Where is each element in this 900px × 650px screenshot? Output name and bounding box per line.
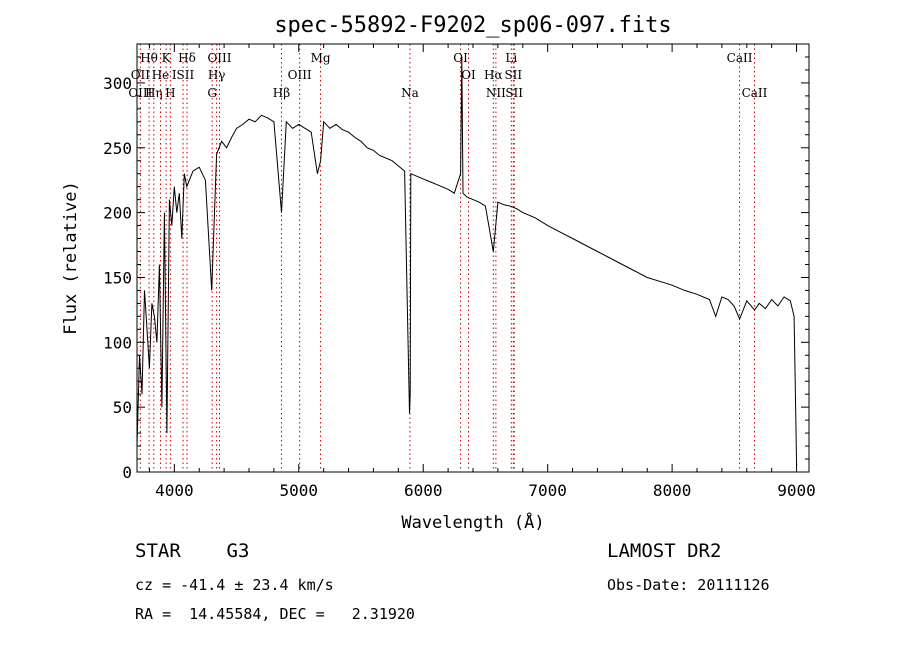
spectral-line-label: ISII (172, 68, 195, 82)
y-tick-label: 100 (103, 333, 132, 352)
spectral-line-label: OIII (207, 51, 231, 65)
spectral-line-label: G (207, 86, 217, 100)
x-tick-label: 7000 (528, 481, 567, 500)
spectral-line-label: H (165, 86, 175, 100)
x-tick-label: 5000 (280, 481, 319, 500)
y-tick-label: 300 (103, 74, 132, 93)
y-tick-label: 150 (103, 268, 132, 287)
spectral-line-label: Hδ (178, 51, 196, 65)
spectral-line-label: CaII (727, 51, 753, 65)
plot-frame (136, 43, 810, 473)
spectral-line-label: Li (505, 51, 517, 65)
spectral-line-label: Hθ (140, 51, 158, 65)
spectral-line-label: Hβ (273, 86, 290, 100)
spectral-line-label: SII (504, 68, 522, 82)
spectral-line-label: Hγ (208, 68, 226, 82)
spectrum-series-line (136, 56, 798, 466)
y-axis-label: Flux (relative) (61, 181, 81, 335)
spectral-line-label: OII (131, 68, 151, 82)
x-axis-label: Wavelength (Å) (401, 511, 544, 533)
spectral-line-label: He (152, 68, 170, 82)
spectral-line-label: OIII (288, 68, 312, 82)
spectral-line-label: OI (453, 51, 468, 65)
spectral-line-label: NII (486, 86, 506, 100)
spectral-line-labels: Hθ K Hδ OIII Mg OI Li CaII OII He ISII Hγ OIII OI Hα SI… (128, 51, 767, 100)
chart-title: spec-55892-F9202_sp06-097.fits (274, 13, 671, 38)
spectral-line-label: K (162, 51, 172, 65)
y-tick-label: 200 (103, 204, 132, 223)
axis-ticks: 4000 5000 6000 7000 8000 9000 0 50 100 150 200 250 3… (103, 44, 816, 500)
spectral-line-label: Mg (311, 51, 331, 65)
spectral-line-label: Hα (484, 68, 503, 82)
spectral-line-label: Hη (145, 86, 163, 100)
object-class: STAR G3 (135, 540, 250, 562)
x-tick-label: 6000 (404, 481, 443, 500)
spectral-line-label: Na (401, 86, 419, 100)
spectral-line-label: OI (461, 68, 476, 82)
y-tick-label: 250 (103, 139, 132, 158)
spectral-line-label: SII (505, 86, 523, 100)
x-tick-label: 8000 (653, 481, 692, 500)
spectral-line-label: CaII (742, 86, 768, 100)
spectral-line-markers (139, 44, 755, 472)
x-tick-label: 9000 (777, 481, 816, 500)
x-tick-label: 4000 (155, 481, 194, 500)
y-tick-label: 50 (113, 398, 132, 417)
redshift-velocity: cz = -41.4 ± 23.4 km/s (135, 576, 334, 594)
survey-name: LAMOST DR2 (607, 540, 722, 562)
sky-coordinates: RA = 14.45584, DEC = 2.31920 (135, 605, 415, 623)
y-tick-label: 0 (122, 463, 132, 482)
observation-date: Obs-Date: 20111126 (607, 576, 770, 594)
spectral-line-label: OIII (128, 86, 152, 100)
